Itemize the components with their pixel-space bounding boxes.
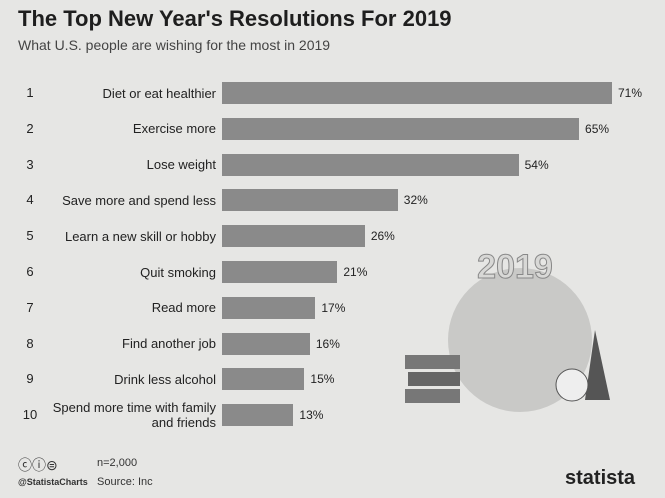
category-label: Lose weight bbox=[146, 157, 216, 173]
illustration-bottle bbox=[585, 330, 610, 400]
rank-label: 5 bbox=[26, 228, 34, 244]
bar bbox=[222, 332, 310, 355]
rank-label: 10 bbox=[22, 407, 38, 423]
bar bbox=[222, 117, 580, 140]
category-label: Diet or eat healthier bbox=[102, 85, 216, 101]
value-label: 71% bbox=[618, 86, 643, 100]
category-label: Drink less alcohol bbox=[114, 371, 216, 387]
category-label: Quit smoking bbox=[140, 264, 216, 280]
rank-label: 3 bbox=[26, 156, 34, 172]
bar bbox=[222, 153, 519, 176]
bar bbox=[222, 368, 305, 391]
value-label: 65% bbox=[585, 121, 610, 136]
rank-label: 6 bbox=[26, 264, 34, 279]
illustration-book bbox=[405, 355, 460, 369]
category-label: Save more and spend less bbox=[62, 192, 216, 208]
bar bbox=[222, 404, 294, 427]
illustration-text: 2019 bbox=[477, 250, 553, 286]
illustration-book bbox=[408, 372, 460, 386]
sample-size: n=2,000 bbox=[97, 457, 138, 469]
source: Source: Inc bbox=[97, 476, 153, 488]
chart-title: The Top New Year's Resolutions For 2019 bbox=[18, 6, 452, 31]
illustration: 2019 bbox=[405, 250, 610, 412]
rank-label: 8 bbox=[26, 335, 34, 351]
value-label: 13% bbox=[299, 408, 324, 423]
value-label: 26% bbox=[370, 229, 395, 244]
value-label: 32% bbox=[403, 193, 428, 208]
chart-subtitle: What U.S. people are wishing for the mos… bbox=[18, 37, 331, 53]
bar bbox=[222, 261, 338, 283]
category-label: Find another job bbox=[122, 336, 216, 352]
rank-label: 4 bbox=[26, 192, 34, 208]
bar bbox=[222, 189, 398, 212]
handle: @StatistaCharts bbox=[18, 477, 88, 487]
illustration-apple bbox=[555, 368, 589, 402]
rank-label: 7 bbox=[26, 299, 34, 315]
value-label: 17% bbox=[321, 300, 346, 315]
bar bbox=[222, 296, 316, 319]
brand-logo: statista bbox=[565, 467, 636, 489]
bar bbox=[222, 225, 365, 248]
value-label: 21% bbox=[343, 265, 368, 279]
rank-label: 9 bbox=[26, 371, 34, 387]
category-label: Spend more time with family and friends bbox=[52, 400, 216, 431]
bar bbox=[222, 82, 612, 104]
illustration-book bbox=[405, 389, 460, 403]
category-label: Exercise more bbox=[132, 121, 216, 137]
value-label: 15% bbox=[310, 372, 335, 387]
value-label: 16% bbox=[315, 336, 340, 351]
value-label: 54% bbox=[524, 157, 549, 172]
category-label: Read more bbox=[151, 300, 216, 316]
cc-icons: ⓒⓘ⊜ bbox=[18, 457, 58, 473]
rank-label: 2 bbox=[26, 120, 34, 136]
category-label: Learn a new skill or hobby bbox=[64, 228, 216, 244]
illustration-circle bbox=[448, 268, 592, 412]
rank-label: 1 bbox=[26, 85, 34, 100]
